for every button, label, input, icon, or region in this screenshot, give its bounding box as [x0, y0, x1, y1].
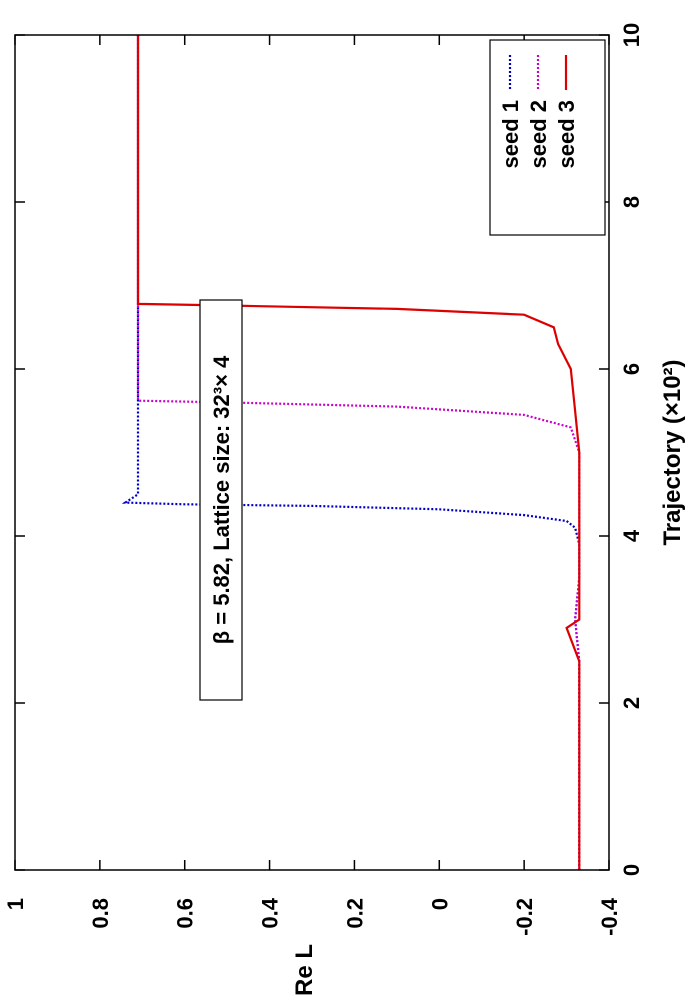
plot-frame: [14, 34, 610, 871]
y-axis-label: Re L: [291, 944, 318, 996]
y-tick-label: 0: [427, 898, 452, 910]
x-axis-label: Trajectory (×10²): [659, 359, 686, 545]
y-tick-label: 1: [3, 898, 28, 910]
legend-label-seed-1: seed 1: [498, 100, 523, 169]
x-tick-label: 2: [619, 697, 644, 709]
x-tick-label: 10: [619, 23, 644, 47]
y-tick-label: 0.6: [173, 898, 198, 929]
x-tick-label: 6: [619, 363, 644, 375]
legend: seed 1 seed 2 seed 3: [489, 39, 606, 236]
annotation-box: β = 5.82, Lattice size: 32³× 4: [199, 299, 243, 701]
plot-area: [121, 35, 581, 870]
y-tick-label: 0.8: [88, 898, 113, 929]
series-line-seed-3: [136, 35, 581, 870]
legend-label-seed-3: seed 3: [554, 100, 579, 169]
y-tick-label: 0.2: [342, 898, 367, 929]
legend-label-seed-2: seed 2: [526, 100, 551, 169]
annotation-label: β = 5.82, Lattice size: 32³× 4: [209, 355, 234, 644]
x-tick-label: 4: [619, 529, 644, 542]
y-tick-label: -0.2: [512, 898, 537, 936]
x-tick-label: 8: [619, 196, 644, 208]
axes: 0 2 4 6 8 10 -0.4 -0.2 0 0.2 0.4 0.6 0.8 1 Trajectory …: [3, 23, 686, 996]
x-tick-label: 0: [619, 864, 644, 876]
y-tick-label: -0.4: [597, 897, 622, 936]
series-line-seed-2: [136, 35, 581, 870]
y-tick-label: 0.4: [258, 897, 283, 928]
annotation-frame: [199, 299, 243, 701]
